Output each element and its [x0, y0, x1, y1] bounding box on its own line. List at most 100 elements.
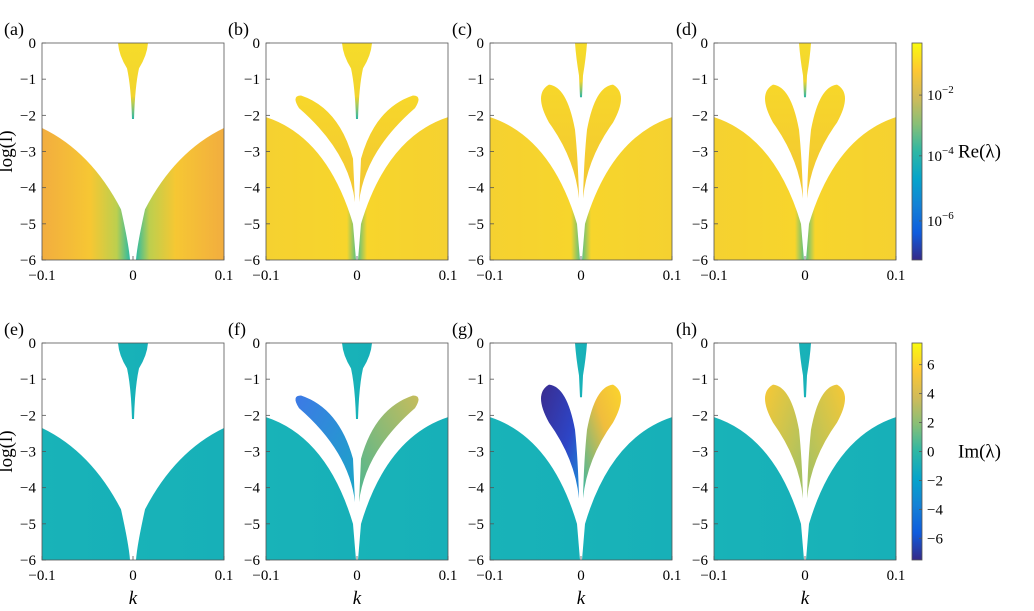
y-tick-label: −3 — [468, 445, 484, 461]
colorbar-tick-label: −4 — [927, 502, 943, 518]
y-tick-label: −6 — [692, 253, 708, 269]
x-tick-label: −0.1 — [476, 268, 503, 284]
region-right-wing — [582, 417, 672, 560]
y-tick-label: −6 — [244, 553, 260, 569]
x-axis-label: k — [801, 588, 810, 609]
region-left-wing — [42, 127, 130, 260]
y-tick-label: −2 — [468, 408, 484, 424]
x-tick-label: −0.1 — [476, 568, 503, 584]
colorbar-exponent: −6 — [942, 210, 954, 222]
y-tick-label: −4 — [244, 181, 260, 197]
colorbar-tick-label: −6 — [927, 531, 943, 547]
x-tick-label: 0.1 — [663, 568, 682, 584]
y-tick-label: −4 — [692, 481, 708, 497]
region-top-blob — [342, 343, 372, 419]
panel-a: (a) 0 −1 −2 −3 −4 −5 −6−0.1 0 0.1 log(l) — [0, 19, 233, 284]
panel-tag: (e) — [4, 319, 24, 340]
x-tick-label: 0.1 — [663, 268, 682, 284]
region-left-lobe — [541, 384, 579, 499]
y-tick-label: −5 — [20, 217, 36, 233]
region-right-lobe — [359, 95, 419, 203]
y-axis-label: log(l) — [0, 130, 17, 172]
panel-tag: (b) — [228, 19, 249, 40]
y-tick-label: −1 — [468, 372, 484, 388]
colorbar-tick-label: 10−4 — [927, 145, 954, 165]
x-tick-label: 0 — [129, 268, 137, 284]
x-axis-label: k — [353, 588, 362, 609]
panel-c: (c) 0 −1 −2 −3 −4 −5 −6−0.1 0 0.1 — [452, 19, 681, 284]
region-left-wing — [42, 427, 130, 560]
region-left-lobe — [765, 84, 803, 199]
y-tick-label: −6 — [20, 553, 36, 569]
panel-tag: (h) — [676, 319, 697, 340]
y-tick-label: −3 — [20, 445, 36, 461]
x-tick-label: 0.1 — [215, 268, 234, 284]
colorbar-exponent: −4 — [942, 145, 954, 157]
y-tick-label: −3 — [468, 145, 484, 161]
y-tick-label: −1 — [692, 372, 708, 388]
y-tick-label: −2 — [692, 408, 708, 424]
x-tick-label: 0.1 — [887, 268, 906, 284]
panel-h: (h)0−1−2−3−4−5−6−0.1 0 0.1k — [676, 319, 905, 609]
region-right-wing — [806, 417, 896, 560]
x-tick-label: −0.1 — [28, 568, 55, 584]
x-tick-label: −0.1 — [700, 268, 727, 284]
panels: (a)0−1−2−3−4−5−6−0.1 0 0.1log(l)(b)0−1−2−3… — [0, 19, 905, 609]
region-left-wing — [714, 417, 804, 560]
region-top-blob — [575, 43, 587, 98]
y-tick-label: −5 — [20, 517, 36, 533]
y-tick-label: −6 — [468, 253, 484, 269]
y-tick-label: −2 — [20, 108, 36, 124]
y-tick-label: −4 — [244, 481, 260, 497]
colorbar-tick-label: 4 — [927, 387, 935, 403]
panel-b: (b)0−1−2−3−4−5−6−0.1 0 0.1 — [228, 19, 457, 284]
y-axis-label: log(l) — [0, 430, 17, 472]
region-top-blob — [118, 43, 148, 119]
region-left-wing — [714, 117, 804, 261]
region-left-lobe — [541, 84, 579, 199]
x-axis-label: k — [577, 588, 586, 609]
region-right-wing — [136, 127, 224, 260]
y-tick-label: −3 — [244, 445, 260, 461]
x-tick-label: 0 — [577, 268, 585, 284]
y-tick-label: −3 — [244, 145, 260, 161]
x-tick-label: −0.1 — [28, 268, 55, 284]
y-tick-label: −2 — [20, 408, 36, 424]
panel-tag: (d) — [676, 19, 697, 40]
x-tick-label: 0 — [129, 568, 137, 584]
region-right-lobe — [583, 84, 621, 199]
y-tick-label: −5 — [244, 217, 260, 233]
y-tick-label: −4 — [692, 181, 708, 197]
colorbar-exponent: −2 — [942, 84, 954, 96]
colorbar-re: 10−2 10−4 10−6 Re(λ) — [911, 42, 1001, 261]
region-top-blob — [342, 43, 372, 119]
y-tick-label: −5 — [692, 217, 708, 233]
region-right-wing — [136, 427, 224, 560]
region-right-wing — [806, 117, 896, 261]
colorbar-im: 6 4 2 0 −2 −4 −6 Im(λ) — [911, 342, 1001, 561]
y-tick-label: −5 — [244, 517, 260, 533]
y-tick-label: 0 — [701, 36, 709, 52]
x-tick-label: 0.1 — [215, 568, 234, 584]
y-tick-label: −5 — [692, 517, 708, 533]
y-tick-label: −2 — [692, 108, 708, 124]
y-tick-label: −4 — [468, 481, 484, 497]
region-left-lobe — [295, 395, 355, 503]
y-tick-label: −1 — [20, 72, 36, 88]
y-tick-label: −1 — [468, 72, 484, 88]
y-tick-label: −5 — [468, 517, 484, 533]
region-right-lobe — [583, 384, 621, 499]
region-right-wing — [358, 417, 448, 560]
y-tick-label: 0 — [477, 336, 485, 352]
x-tick-label: 0 — [353, 268, 361, 284]
panel-g: (g)0−1−2−3−4−5−6−0.1 0 0.1k — [452, 319, 681, 609]
y-tick-label: −4 — [20, 481, 36, 497]
colorbars: 10−2 10−4 10−6 Re(λ) 6 4 2 0 −2 −4 −6 Im(λ) — [911, 42, 1001, 561]
x-tick-label: 0 — [577, 568, 585, 584]
y-tick-label: −2 — [244, 408, 260, 424]
y-tick-label: −6 — [20, 253, 36, 269]
colorbar-tick-label: 6 — [927, 358, 935, 374]
colorbar-tick-label: 10−2 — [927, 84, 954, 104]
x-tick-label: 0 — [353, 568, 361, 584]
x-tick-label: 0.1 — [887, 568, 906, 584]
